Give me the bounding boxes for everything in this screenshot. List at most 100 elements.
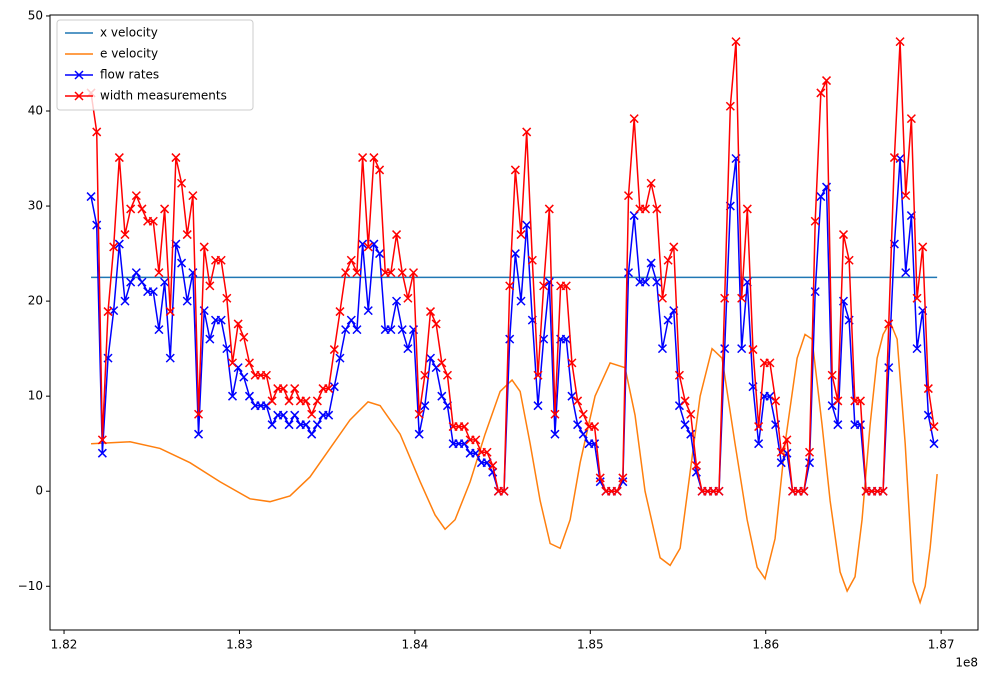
marker	[482, 447, 492, 457]
marker	[918, 242, 928, 252]
marker	[177, 178, 187, 188]
marker	[137, 204, 147, 214]
series	[86, 37, 939, 496]
marker	[358, 239, 368, 249]
marker	[663, 255, 673, 265]
legend-label: flow rates	[100, 68, 159, 82]
marker	[437, 358, 447, 368]
marker	[884, 363, 894, 373]
marker	[629, 114, 639, 124]
marker	[855, 396, 865, 406]
marker	[573, 420, 583, 430]
marker	[437, 391, 447, 401]
marker	[352, 268, 362, 278]
marker	[425, 353, 436, 363]
marker	[97, 435, 107, 445]
marker	[352, 325, 362, 335]
marker	[505, 334, 515, 344]
marker	[855, 420, 865, 430]
marker	[239, 332, 249, 342]
marker	[341, 325, 351, 335]
marker	[324, 384, 334, 394]
marker	[194, 429, 204, 439]
marker	[827, 370, 837, 380]
marker	[539, 281, 549, 291]
marker	[165, 353, 175, 363]
marker	[929, 439, 939, 449]
marker	[425, 307, 436, 317]
marker	[929, 422, 939, 432]
marker	[686, 409, 696, 419]
marker	[239, 372, 249, 382]
marker	[657, 344, 667, 354]
marker	[284, 420, 294, 430]
marker	[663, 315, 673, 325]
marker	[561, 334, 571, 344]
line	[91, 320, 938, 605]
marker	[669, 242, 679, 252]
marker	[74, 91, 84, 101]
marker	[74, 70, 84, 80]
legend-box	[56, 19, 254, 111]
marker	[278, 384, 288, 394]
y-tick-label: 20	[28, 294, 43, 308]
marker	[341, 268, 351, 278]
marker	[312, 420, 322, 430]
marker	[244, 391, 254, 401]
marker	[623, 268, 634, 278]
marker	[923, 384, 933, 394]
legend: x velocity e velocity flow rates width meas…	[56, 19, 254, 111]
marker	[550, 409, 560, 419]
marker	[386, 325, 396, 335]
marker	[748, 345, 758, 355]
marker	[307, 409, 317, 419]
marker	[165, 307, 175, 317]
x-tick-label: 1.82	[51, 638, 78, 652]
marker	[335, 353, 345, 363]
marker	[346, 255, 356, 265]
marker	[623, 191, 634, 201]
marker	[754, 422, 764, 432]
marker	[771, 396, 781, 406]
marker	[714, 486, 724, 496]
marker	[324, 410, 334, 420]
marker	[363, 242, 373, 252]
marker	[725, 101, 735, 111]
marker	[363, 306, 373, 316]
marker	[261, 370, 271, 380]
marker	[516, 296, 526, 306]
marker	[216, 255, 226, 265]
marker	[516, 230, 526, 240]
legend-label: e velocity	[100, 47, 158, 61]
marker	[522, 127, 532, 137]
marker	[821, 76, 832, 86]
axes-frame	[49, 14, 979, 631]
x-tick-label: 1.85	[577, 638, 604, 652]
marker	[731, 37, 741, 47]
marker	[284, 396, 294, 406]
marker	[420, 401, 430, 411]
marker	[154, 325, 164, 335]
marker	[657, 293, 667, 303]
marker	[227, 391, 238, 401]
marker	[544, 204, 554, 214]
marker	[782, 435, 792, 445]
marker	[301, 396, 311, 406]
marker	[912, 344, 922, 354]
marker	[114, 239, 124, 249]
marker	[431, 319, 441, 329]
marker	[776, 447, 786, 457]
marker	[923, 410, 933, 420]
marker	[290, 410, 300, 420]
x-tick-label: 1.87	[928, 638, 955, 652]
marker	[222, 293, 232, 303]
marker	[386, 268, 396, 278]
marker	[488, 461, 498, 471]
marker	[420, 370, 430, 380]
marker	[114, 153, 124, 163]
plot-area	[86, 37, 939, 605]
y-tick-label: 50	[28, 8, 43, 22]
marker	[838, 230, 849, 240]
marker	[640, 277, 651, 287]
